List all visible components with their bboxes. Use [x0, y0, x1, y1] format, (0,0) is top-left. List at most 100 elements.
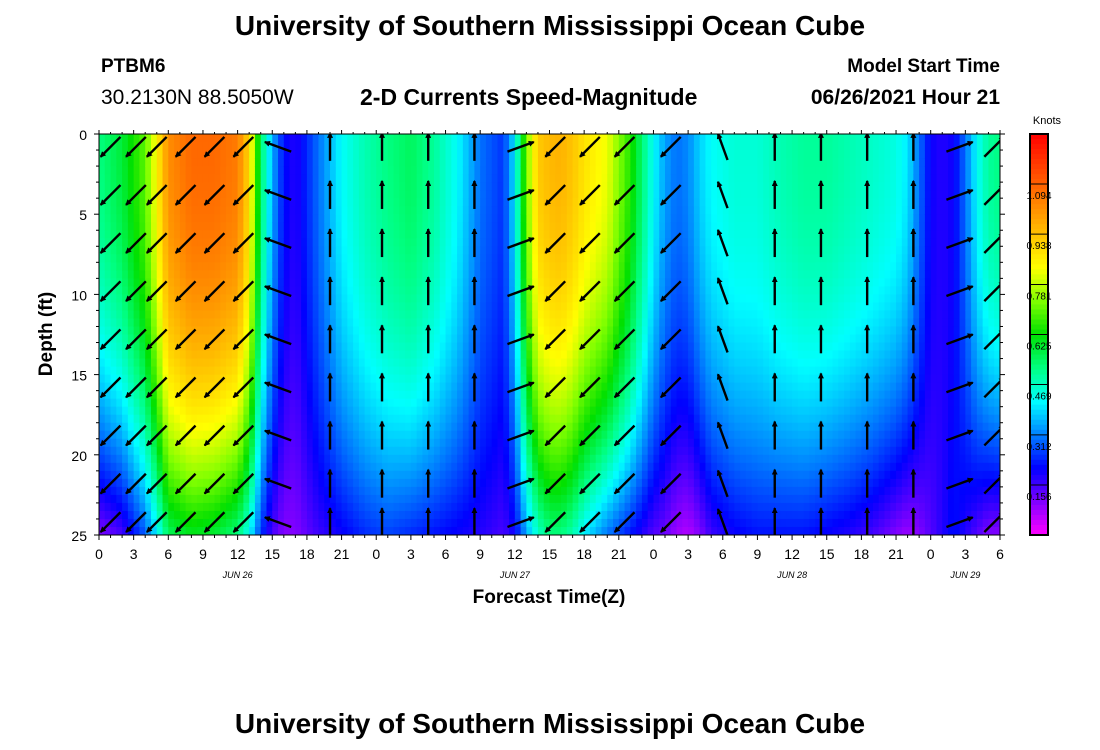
heat-cell: [278, 310, 285, 320]
heat-cell: [226, 158, 233, 167]
heat-cell: [156, 350, 164, 360]
heat-cell: [410, 318, 418, 328]
heat-cell: [537, 390, 545, 400]
heat-cell: [572, 510, 579, 520]
heat-cell: [306, 326, 314, 336]
heat-cell: [653, 318, 660, 328]
heat-cell: [156, 502, 164, 512]
heat-cell: [428, 438, 435, 448]
heat-cell: [670, 182, 678, 191]
heat-cell: [312, 262, 320, 271]
heat-cell: [382, 278, 389, 287]
heat-cell: [428, 142, 435, 151]
heat-cell: [272, 214, 279, 223]
heat-cell: [520, 230, 527, 239]
heat-cell: [312, 238, 320, 247]
heat-cell: [659, 518, 666, 528]
heat-cell: [289, 166, 296, 175]
station-id: PTBM6: [101, 56, 166, 77]
heat-cell: [566, 414, 574, 424]
heat-cell: [237, 430, 244, 440]
heat-cell: [139, 406, 146, 416]
heat-cell: [278, 350, 285, 360]
heat-cell: [485, 462, 493, 472]
heat-cell: [214, 358, 221, 368]
heat-cell: [376, 398, 383, 408]
heat-cell: [497, 246, 504, 255]
heat-cell: [537, 326, 545, 336]
heat-cell: [601, 518, 608, 528]
heat-cell: [358, 262, 366, 271]
heat-cell: [156, 318, 164, 328]
heat-cell: [150, 382, 158, 392]
heat-cell: [514, 190, 522, 199]
heat-cell: [572, 470, 579, 480]
heat-cell: [191, 390, 198, 400]
heat-cell: [295, 342, 302, 352]
heat-cell: [457, 182, 464, 191]
heat-cell: [520, 358, 527, 368]
heat-cell: [347, 278, 354, 287]
heat-cell: [306, 358, 314, 368]
heat-cell: [254, 518, 262, 528]
heat-cell: [122, 358, 129, 368]
heat-cell: [283, 278, 291, 287]
heat-cell: [399, 134, 406, 143]
heat-cell: [312, 182, 320, 191]
heat-cell: [358, 190, 366, 199]
heat-cell: [405, 382, 412, 392]
heat-cell: [589, 206, 597, 215]
heat-cell: [387, 150, 395, 159]
heat-cell: [474, 334, 481, 344]
heat-cell: [197, 350, 204, 360]
heat-cell: [133, 462, 141, 472]
heat-cell: [641, 278, 649, 287]
heat-cell: [439, 438, 447, 448]
heat-cell: [549, 182, 556, 191]
heat-cell: [607, 286, 614, 295]
heat-cell: [330, 350, 337, 360]
heat-cell: [497, 310, 504, 320]
heat-cell: [584, 238, 591, 247]
heat-cell: [503, 494, 510, 504]
heat-cell: [145, 262, 152, 271]
heat-cell: [318, 334, 325, 344]
heat-cell: [127, 430, 135, 440]
heat-cell: [243, 430, 250, 440]
heat-cell: [231, 158, 239, 167]
heat-cell: [520, 326, 527, 336]
heat-cell: [324, 158, 331, 167]
heat-cell: [220, 486, 227, 496]
heat-cell: [537, 342, 545, 352]
heat-cell: [122, 486, 129, 496]
heat-cell: [509, 454, 516, 464]
heat-cell: [278, 422, 285, 432]
heat-cell: [162, 206, 169, 215]
heat-cell: [630, 518, 637, 528]
heat-cell: [214, 526, 221, 535]
heat-cell: [468, 526, 476, 535]
heat-cell: [561, 166, 568, 175]
heat-cell: [208, 158, 216, 167]
heat-cell: [613, 318, 620, 328]
heat-cell: [480, 342, 487, 352]
heat-cell: [595, 302, 603, 312]
heat-cell: [624, 358, 631, 368]
heat-cell: [422, 142, 429, 151]
heat-cell: [127, 358, 135, 368]
heat-cell: [162, 246, 169, 255]
heat-cell: [220, 174, 227, 183]
heat-cell: [226, 350, 233, 360]
heat-cell: [618, 334, 626, 344]
heat-cell: [231, 358, 239, 368]
heat-cell: [295, 310, 302, 320]
heat-cell: [358, 422, 366, 432]
heat-cell: [641, 390, 649, 400]
heat-cell: [127, 382, 135, 392]
heat-cell: [116, 294, 123, 304]
heat-cell: [122, 254, 129, 263]
heat-cell: [543, 494, 551, 504]
heat-cell: [537, 150, 545, 159]
heat-cell: [133, 182, 141, 191]
heat-cell: [480, 326, 487, 336]
